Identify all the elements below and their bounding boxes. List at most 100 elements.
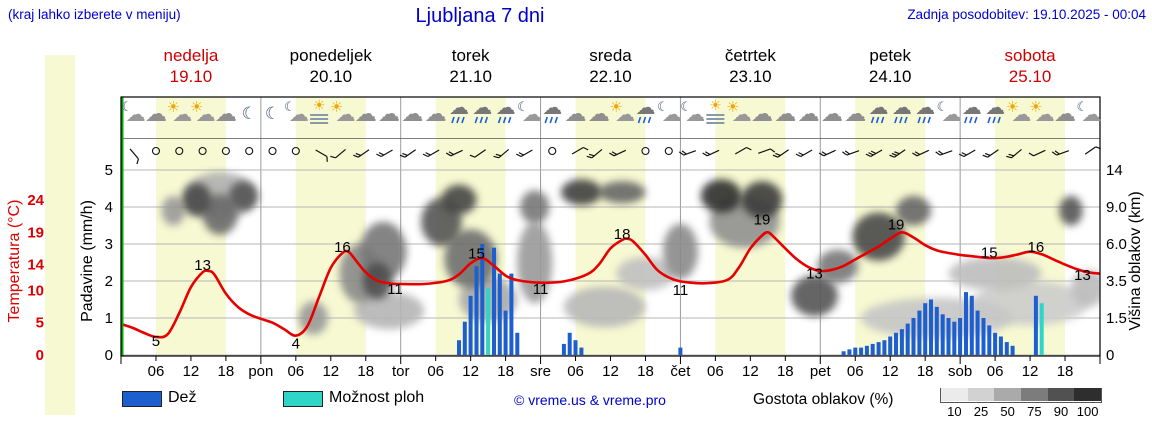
- temperature-layer: [121, 230, 1100, 339]
- wind-barb-icon: [935, 150, 953, 156]
- icon-glyph: ☾: [1077, 100, 1089, 115]
- rain-bar: [923, 303, 928, 355]
- raindrop: [642, 116, 647, 124]
- raindrop: [507, 116, 512, 124]
- rain-icon: ☁: [962, 95, 982, 124]
- x-tick-label: 12: [1022, 363, 1039, 380]
- temperature-value-label: 13: [1074, 267, 1091, 284]
- rain-bar: [870, 343, 875, 355]
- shower-bar: [486, 288, 491, 355]
- temperature-value-label: 15: [468, 246, 485, 263]
- calm-wind-icon: [151, 146, 161, 156]
- icon-glyph: ☾: [680, 100, 692, 115]
- wind-barb-icon: [445, 149, 463, 157]
- cloud-height-tick-label: 3.5: [1106, 273, 1127, 290]
- x-tick-label: 06: [707, 363, 724, 380]
- x-tick-label: 18: [777, 363, 794, 380]
- rain-bar: [853, 347, 858, 355]
- cloud-blob: [161, 195, 186, 226]
- rain-bar: [859, 347, 864, 355]
- wind-barb-icon: [516, 149, 533, 158]
- temperature-curve: [121, 230, 1100, 339]
- rain-bar: [1004, 342, 1009, 355]
- rain-bar: [503, 310, 508, 355]
- density-tick-label: 90: [1053, 404, 1069, 419]
- raindrop: [927, 116, 931, 124]
- wind-barb-icon: [1028, 149, 1046, 157]
- copyright-link[interactable]: © vreme.us & vreme.pro: [514, 392, 666, 408]
- rain-bar: [987, 325, 992, 355]
- rain-legend-swatch: [122, 391, 162, 407]
- icon-glyph: ☾: [937, 100, 949, 115]
- day-name: sobota: [1004, 46, 1056, 65]
- cloud-blob: [852, 212, 905, 261]
- precip-tick-label: 0: [105, 347, 113, 364]
- temperature-tick-label: 5: [36, 315, 44, 332]
- density-tick-label: 50: [1000, 404, 1015, 419]
- wind-barb-icon: [353, 149, 370, 158]
- wind-barb-icon: [912, 149, 930, 157]
- cloud-icon: ☁: [1054, 102, 1076, 127]
- cloud-height-tick-label: 1.5: [1106, 310, 1127, 327]
- density-cell-75: [1021, 388, 1048, 401]
- location-hint: (kraj lahko izberete v meniju): [8, 7, 181, 22]
- cloud-blob: [896, 195, 931, 226]
- rain-bar: [882, 340, 887, 355]
- wind-barb-icon: [469, 149, 486, 158]
- icon-glyph: ☾: [284, 100, 296, 115]
- icon-glyph: ☾: [121, 100, 133, 115]
- precip-tick-label: 5: [105, 162, 113, 179]
- icon-glyph: ☾: [242, 104, 257, 124]
- icon-glyph: ☁: [821, 102, 843, 127]
- moon-icon: ☾: [242, 104, 257, 124]
- temperature-tick-label: 19: [27, 224, 44, 241]
- cloud-icon: ☁: [751, 102, 773, 127]
- icon-glyph: ☀: [1029, 98, 1042, 116]
- icon-glyph: ☁: [496, 95, 516, 119]
- cloud-density-legend-label: Gostota oblakov (%): [753, 391, 894, 408]
- cloud-blob: [182, 182, 212, 217]
- raindrop: [549, 116, 553, 124]
- icon-glyph: ☁: [844, 102, 866, 127]
- shower-legend-label: Možnost ploh: [329, 389, 425, 406]
- rain-bar: [509, 273, 514, 355]
- day-date: 24.10: [868, 67, 912, 86]
- wind-barb-icon: [702, 149, 720, 157]
- temperature-value-label: 11: [673, 282, 689, 299]
- sun-cloud-icon: ☀☁: [190, 98, 216, 126]
- rain-bar: [981, 318, 986, 355]
- wind-barb-icon: [1051, 150, 1069, 156]
- wind-barb-icon: [330, 148, 346, 159]
- raindrop: [870, 116, 875, 124]
- wind-barb-icon: [493, 148, 510, 159]
- density-cell-10: [941, 388, 968, 401]
- cloud-height-tick-label: 0: [1106, 347, 1114, 364]
- moon-cloud-icon: ☾☁: [1077, 100, 1102, 126]
- day-name: sreda: [589, 46, 632, 65]
- sun-cloud-icon: ☀☁: [726, 98, 752, 126]
- density-tick-label: 75: [1027, 404, 1042, 419]
- wind-barb-icon: [982, 149, 999, 158]
- x-tick-label: 18: [497, 363, 514, 380]
- x-tick-label: 06: [427, 363, 444, 380]
- rain-bar: [474, 266, 479, 355]
- cloud-icon: ☁: [378, 102, 400, 127]
- day-name: ponedeljek: [289, 46, 372, 65]
- wind-barb-icon: [678, 150, 697, 156]
- icon-glyph: ☁: [425, 102, 447, 127]
- x-tick-label: 12: [183, 363, 200, 380]
- icon-glyph: ☀: [709, 98, 722, 114]
- wind-barb-icon: [571, 146, 589, 155]
- rain-icon: ☁: [892, 95, 912, 124]
- icon-glyph: ☁: [522, 102, 542, 126]
- x-tick-label: 06: [567, 363, 584, 380]
- rain-bar: [934, 306, 939, 355]
- day-date: 22.10: [589, 67, 632, 86]
- rain-bar: [847, 349, 852, 355]
- wind-barb-icon: [734, 146, 752, 155]
- icon-glyph: ☁: [378, 102, 400, 127]
- icon-glyph: ☁: [732, 102, 752, 126]
- moon-cloud-icon: ☾☁: [284, 100, 309, 126]
- rain-icon: ☁: [869, 95, 889, 124]
